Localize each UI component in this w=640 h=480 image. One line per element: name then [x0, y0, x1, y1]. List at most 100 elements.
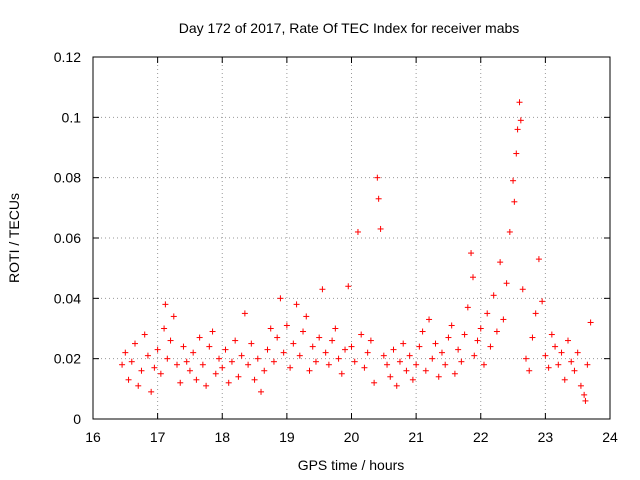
data-point — [506, 228, 513, 235]
data-point — [122, 349, 129, 356]
x-tick-label: 19 — [279, 429, 295, 445]
y-tick-label: 0.08 — [54, 170, 81, 186]
data-point — [539, 298, 546, 305]
data-point — [254, 355, 261, 362]
data-point — [429, 355, 436, 362]
data-point — [480, 361, 487, 368]
data-point — [413, 361, 420, 368]
data-point — [517, 117, 524, 124]
x-tick-label: 18 — [214, 429, 230, 445]
data-point — [513, 150, 520, 157]
data-point — [371, 379, 378, 386]
data-point — [306, 367, 313, 374]
data-point — [335, 355, 342, 362]
data-point — [500, 316, 507, 323]
data-point — [180, 343, 187, 350]
y-tick-label: 0.02 — [54, 351, 81, 367]
data-point — [174, 361, 181, 368]
data-point — [312, 358, 319, 365]
data-point — [144, 352, 151, 359]
data-point — [287, 364, 294, 371]
data-point — [332, 325, 339, 332]
data-point — [435, 373, 442, 380]
data-point — [406, 352, 413, 359]
data-point — [471, 352, 478, 359]
data-point — [497, 259, 504, 266]
data-point — [490, 292, 497, 299]
y-tick-label: 0.06 — [54, 230, 81, 246]
data-point — [487, 343, 494, 350]
y-tick-label: 0.1 — [62, 109, 82, 125]
data-point — [468, 250, 475, 257]
data-point — [300, 328, 307, 335]
data-point — [503, 280, 510, 287]
data-point — [245, 361, 252, 368]
data-point — [514, 126, 521, 133]
data-point — [206, 343, 213, 350]
x-tick-label: 20 — [344, 429, 360, 445]
x-tick-label: 21 — [408, 429, 424, 445]
data-point — [464, 304, 471, 311]
data-point — [493, 328, 500, 335]
data-point — [354, 228, 361, 235]
data-point — [316, 334, 323, 341]
data-point — [196, 334, 203, 341]
data-point — [584, 361, 591, 368]
axis-ticks — [92, 56, 611, 420]
data-point — [329, 337, 336, 344]
data-point — [264, 346, 271, 353]
data-point — [338, 370, 345, 377]
y-axis-tick-labels: 0 0.02 0.04 0.06 0.08 0.1 0.12 — [54, 49, 81, 427]
data-point — [516, 99, 523, 106]
data-point — [225, 379, 232, 386]
data-point — [154, 346, 161, 353]
data-point — [568, 358, 575, 365]
data-point — [529, 334, 536, 341]
x-tick-label: 24 — [602, 429, 618, 445]
data-point — [119, 361, 126, 368]
data-point — [522, 355, 529, 362]
data-point — [351, 358, 358, 365]
data-point — [309, 343, 316, 350]
data-point — [167, 337, 174, 344]
data-point — [183, 358, 190, 365]
data-point — [186, 367, 193, 374]
data-point — [409, 376, 416, 383]
data-point — [377, 225, 384, 232]
data-point — [170, 313, 177, 320]
data-point — [582, 397, 589, 404]
data-point — [545, 364, 552, 371]
data-point — [511, 198, 518, 205]
data-point — [587, 319, 594, 326]
data-point — [364, 349, 371, 356]
data-point — [367, 337, 374, 344]
data-point — [190, 349, 197, 356]
data-point — [258, 388, 265, 395]
data-point — [161, 325, 168, 332]
data-point — [535, 256, 542, 263]
data-point — [199, 361, 206, 368]
data-point — [558, 349, 565, 356]
x-tick-label: 23 — [538, 429, 554, 445]
data-point — [345, 283, 352, 290]
data-point — [303, 313, 310, 320]
data-point — [219, 364, 226, 371]
data-point — [358, 331, 365, 338]
data-point — [193, 376, 200, 383]
data-point — [477, 325, 484, 332]
y-axis-label: ROTI / TECUs — [6, 193, 22, 283]
data-point — [251, 376, 258, 383]
data-point — [290, 340, 297, 347]
data-point — [162, 301, 169, 308]
data-point — [125, 376, 132, 383]
x-tick-label: 16 — [85, 429, 101, 445]
data-point — [203, 382, 210, 389]
data-point — [148, 388, 155, 395]
data-point — [581, 391, 588, 398]
data-point — [519, 286, 526, 293]
x-tick-label: 17 — [150, 429, 166, 445]
data-point — [277, 295, 284, 302]
data-point — [403, 367, 410, 374]
